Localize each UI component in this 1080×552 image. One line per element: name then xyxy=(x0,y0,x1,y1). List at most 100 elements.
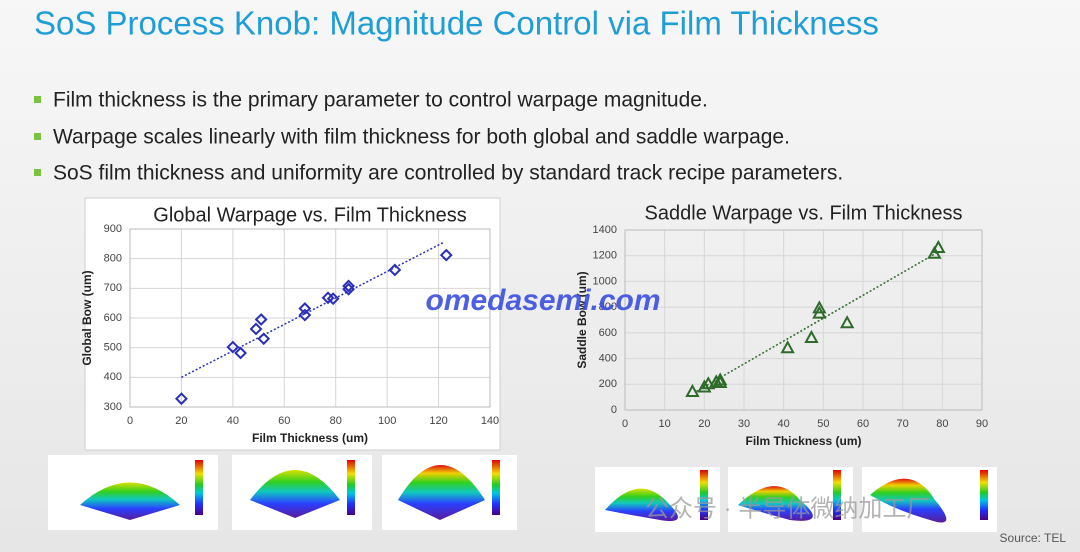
x-tick-label: 60 xyxy=(857,418,869,430)
trendline xyxy=(696,251,939,393)
y-tick-label: 400 xyxy=(104,371,122,383)
data-point xyxy=(713,374,728,388)
data-point xyxy=(342,279,355,293)
data-point xyxy=(388,263,402,277)
x-tick-label: 90 xyxy=(976,418,988,430)
x-tick-label: 10 xyxy=(659,418,671,430)
bullet-marker xyxy=(34,96,41,103)
bullet: Warpage scales linearly with film thickn… xyxy=(53,126,790,149)
colorbar xyxy=(833,470,841,520)
render xyxy=(728,467,853,532)
trendline xyxy=(181,241,445,379)
colorbar xyxy=(195,460,203,515)
data-point xyxy=(931,239,946,253)
y-tick-label: 500 xyxy=(104,342,122,354)
data-point xyxy=(298,308,312,322)
data-point xyxy=(254,313,268,326)
data-point xyxy=(226,340,240,354)
y-tick-label: 600 xyxy=(104,312,122,324)
plot-area xyxy=(129,228,491,408)
x-tick-label: 120 xyxy=(429,415,447,427)
charts: Global Warpage vs. Film Thickness3004005… xyxy=(80,202,988,448)
data-point xyxy=(701,376,716,390)
y-tick-label: 1200 xyxy=(593,250,617,262)
wechat-watermark: 公众号 · 半导体微纳加工厂 xyxy=(645,495,930,522)
chart-title: Global Warpage vs. Film Thickness xyxy=(153,204,466,226)
x-tick-label: 70 xyxy=(897,418,909,430)
data-point xyxy=(249,322,263,336)
data-point xyxy=(298,302,312,315)
render xyxy=(595,467,720,532)
y-tick-label: 800 xyxy=(599,301,617,313)
data-point xyxy=(812,300,827,314)
y-axis-label: Global Bow (um) xyxy=(80,270,94,365)
y-axis-label: Saddle Bow (um) xyxy=(575,271,589,368)
source: Source: TEL xyxy=(1000,531,1067,545)
plot-area xyxy=(624,229,983,411)
watermark: omedasemi.com xyxy=(425,284,660,317)
data-point xyxy=(326,292,340,306)
y-tick-label: 1400 xyxy=(593,224,617,236)
x-tick-label: 80 xyxy=(936,418,948,430)
dome xyxy=(250,470,340,518)
data-point xyxy=(175,392,188,406)
x-axis-label: Film Thickness (um) xyxy=(745,434,861,448)
x-tick-label: 50 xyxy=(817,418,829,430)
x-tick-label: 0 xyxy=(127,415,133,427)
x-tick-label: 20 xyxy=(175,415,187,427)
x-tick-label: 20 xyxy=(698,418,710,430)
x-axis-label: Film Thickness (um) xyxy=(252,431,368,445)
saddle xyxy=(605,488,678,521)
colorbar xyxy=(980,470,988,520)
bullet: Film thickness is the primary parameter … xyxy=(53,89,708,112)
saddle xyxy=(738,486,813,521)
data-point xyxy=(713,372,728,386)
x-tick-label: 60 xyxy=(278,415,290,427)
saddle xyxy=(870,478,947,523)
y-tick-label: 400 xyxy=(599,352,617,364)
colorbar xyxy=(347,460,355,515)
x-tick-label: 100 xyxy=(378,415,396,427)
y-tick-label: 300 xyxy=(104,401,122,413)
y-tick-label: 700 xyxy=(104,282,122,294)
x-tick-label: 40 xyxy=(227,415,239,427)
bullets: Film thickness is the primary parameter … xyxy=(34,89,843,185)
dome xyxy=(398,465,485,520)
data-point xyxy=(804,329,819,343)
data-point xyxy=(780,340,795,354)
bullet-marker xyxy=(34,169,41,176)
colorbar xyxy=(492,460,500,515)
y-tick-label: 1000 xyxy=(593,275,617,287)
colorbar xyxy=(700,470,708,520)
y-tick-label: 900 xyxy=(104,223,122,235)
x-tick-label: 0 xyxy=(622,418,628,430)
surface-renders xyxy=(48,455,997,532)
y-tick-label: 600 xyxy=(599,327,617,339)
x-tick-label: 140 xyxy=(481,415,499,427)
bullet-marker xyxy=(34,133,41,140)
data-point xyxy=(257,332,271,346)
y-tick-label: 200 xyxy=(599,378,617,390)
data-point xyxy=(839,315,855,329)
chart-frame xyxy=(84,197,501,451)
render xyxy=(48,455,218,530)
data-point xyxy=(697,379,712,393)
render xyxy=(382,455,517,530)
x-tick-label: 30 xyxy=(738,418,750,430)
dome xyxy=(80,482,180,520)
render xyxy=(232,455,372,530)
data-point xyxy=(439,248,453,262)
x-tick-label: 40 xyxy=(778,418,790,430)
x-tick-label: 80 xyxy=(330,415,342,427)
render xyxy=(862,467,997,532)
y-tick-label: 0 xyxy=(611,404,617,416)
y-tick-label: 800 xyxy=(104,253,122,265)
chart-title: Saddle Warpage vs. Film Thickness xyxy=(645,202,963,224)
data-point xyxy=(342,282,355,296)
bullet: SoS film thickness and uniformity are co… xyxy=(53,162,843,185)
data-point xyxy=(685,383,700,397)
slide-title: SoS Process Knob: Magnitude Control via … xyxy=(34,5,879,42)
data-point xyxy=(234,346,247,360)
